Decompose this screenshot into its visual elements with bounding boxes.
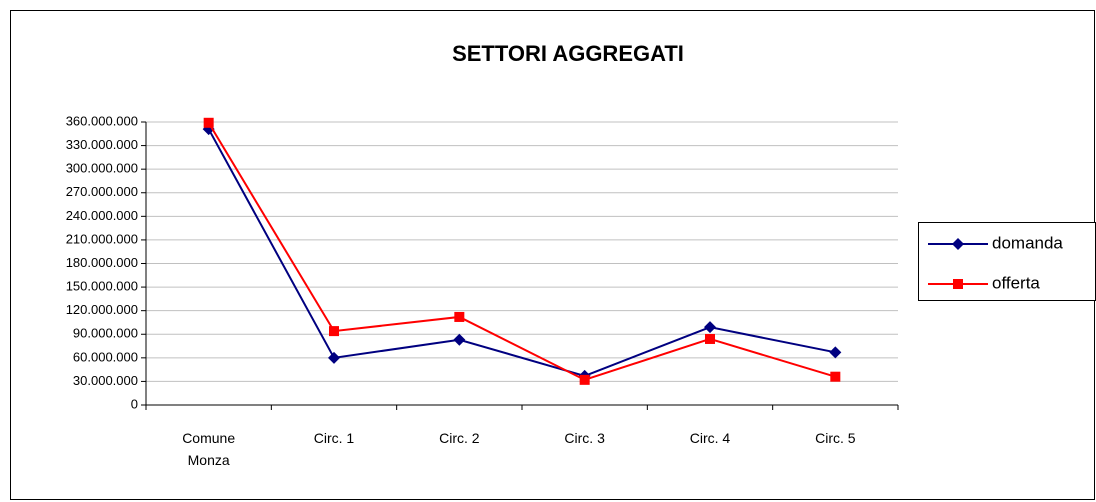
legend-marker	[952, 238, 964, 250]
data-point	[829, 346, 842, 359]
y-tick-label: 210.000.000	[66, 231, 138, 246]
x-tick-label: Comune Monza	[182, 430, 236, 468]
x-tick-label: Circ. 3	[564, 430, 605, 446]
data-point	[203, 117, 214, 128]
y-tick-label: 120.000.000	[66, 302, 138, 317]
data-point	[704, 321, 716, 334]
series-line	[207, 128, 836, 377]
series-line	[207, 122, 836, 381]
y-tick-label: 150.000.000	[66, 279, 138, 294]
x-tick-label: Circ. 5	[815, 430, 856, 446]
y-tick-label: 330.000.000	[66, 137, 138, 152]
y-tick-label: 0	[131, 396, 138, 411]
x-tick-label: Circ. 2	[439, 430, 480, 446]
data-point	[329, 326, 339, 337]
y-tick-label: 90.000.000	[73, 326, 138, 341]
x-tick-label: Circ. 1	[313, 430, 355, 446]
legend-label: offerta	[992, 273, 1040, 292]
y-tick-label: 360.000.000	[66, 113, 138, 128]
data-point	[579, 374, 590, 385]
legend-label: domanda	[992, 233, 1063, 252]
data-point	[705, 333, 715, 344]
data-point	[454, 311, 465, 322]
chart-title: SETTORI AGGREGATI	[452, 41, 684, 66]
y-tick-label: 60.000.000	[73, 349, 138, 364]
y-tick-label: 300.000.000	[66, 161, 138, 176]
y-tick-label: 30.000.000	[73, 373, 138, 388]
y-tick-label: 240.000.000	[66, 208, 138, 223]
data-point	[830, 371, 841, 382]
legend-marker	[953, 279, 963, 289]
y-tick-label: 270.000.000	[66, 184, 138, 199]
y-tick-label: 180.000.000	[66, 255, 138, 270]
data-point	[453, 333, 466, 346]
chart-border	[10, 10, 1095, 500]
legend-box	[918, 222, 1096, 301]
x-tick-label: Circ. 4	[689, 430, 731, 446]
data-point	[328, 351, 340, 364]
